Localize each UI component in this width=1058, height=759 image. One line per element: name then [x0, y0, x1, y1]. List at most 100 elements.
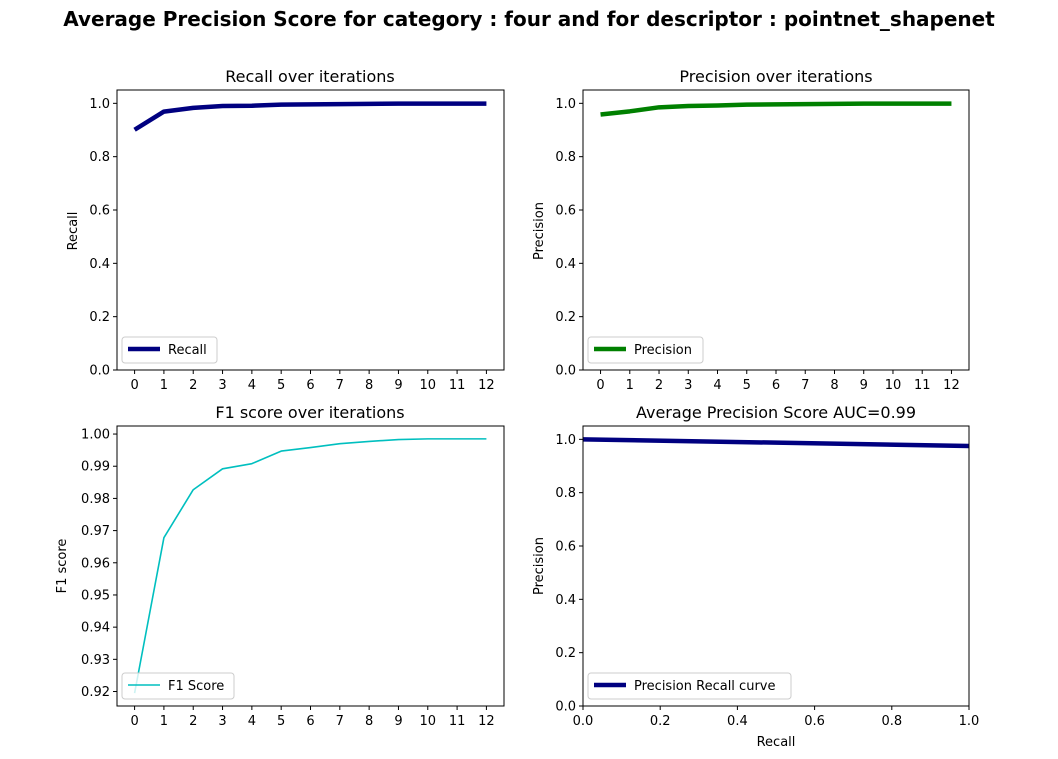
f1-series-line — [133, 438, 487, 694]
precision-ytick-label: 0.4 — [555, 257, 576, 272]
precision-ylabel: Precision — [532, 202, 547, 260]
f1-yticks: 0.92 0.93 0.94 0.95 0.96 0.97 0.98 0.99 1.00 — [81, 428, 117, 700]
recall-ytick-label: 0.8 — [89, 150, 110, 165]
pr-ytick-label: 0.6 — [555, 540, 576, 555]
f1-title: F1 score over iterations — [215, 403, 404, 422]
precision-ytick-label: 1.0 — [555, 97, 576, 112]
f1-xtick-label: 10 — [419, 714, 436, 729]
pr-xtick-label: 1.0 — [959, 714, 980, 729]
f1-xtick-label: 11 — [449, 714, 466, 729]
pr-series-line — [583, 437, 969, 449]
f1-legend-label: F1 Score — [168, 679, 224, 694]
f1-ytick-label: 0.98 — [81, 492, 110, 507]
precision-xtick-label: 2 — [655, 378, 663, 393]
precision-title: Precision over iterations — [679, 67, 872, 86]
recall-xticks: 0 1 2 3 4 5 6 7 8 9 10 11 12 — [130, 370, 495, 393]
pr-ytick-label: 0.2 — [555, 646, 576, 661]
recall-series — [133, 101, 487, 132]
recall-xtick-label: 10 — [419, 378, 436, 393]
precision-yticks: 0.0 0.2 0.4 0.6 0.8 1.0 — [555, 97, 583, 379]
f1-xtick-label: 7 — [336, 714, 344, 729]
figure-suptitle: Average Precision Score for category : f… — [63, 7, 995, 31]
precision-xtick-label: 10 — [885, 378, 902, 393]
recall-ytick-label: 0.4 — [89, 257, 110, 272]
precision-xtick-label: 12 — [943, 378, 960, 393]
f1-xtick-label: 2 — [189, 714, 197, 729]
precision-ytick-label: 0.8 — [555, 150, 576, 165]
precision-xtick-label: 5 — [743, 378, 751, 393]
pr-ytick-label: 1.0 — [555, 433, 576, 448]
precision-xtick-label: 11 — [914, 378, 931, 393]
f1-ytick-label: 0.96 — [81, 556, 110, 571]
pr-ytick-label: 0.4 — [555, 593, 576, 608]
recall-legend: Recall — [121, 336, 218, 364]
f1-ytick-label: 0.99 — [81, 460, 110, 475]
f1-legend-frame — [121, 672, 235, 700]
precision-xtick-label: 8 — [830, 378, 838, 393]
recall-ytick-label: 0.2 — [89, 310, 110, 325]
pr-xlabel: Recall — [757, 735, 796, 750]
pr-axes-frame — [582, 425, 970, 707]
pr-legend-frame — [587, 672, 792, 700]
pr-legend: Precision Recall curve — [587, 672, 792, 700]
f1-ytick-label: 1.00 — [81, 428, 110, 443]
recall-xtick-label: 3 — [218, 378, 226, 393]
f1-xtick-label: 5 — [277, 714, 285, 729]
f1-xtick-label: 3 — [218, 714, 226, 729]
f1-ylabel: F1 score — [55, 539, 70, 594]
pr-xtick-label: 0.8 — [881, 714, 902, 729]
recall-legend-frame — [121, 336, 218, 364]
recall-xtick-label: 9 — [394, 378, 402, 393]
f1-xticks: 0 1 2 3 4 5 6 7 8 9 10 11 12 — [130, 706, 495, 729]
recall-xtick-label: 1 — [160, 378, 168, 393]
f1-xtick-label: 8 — [365, 714, 373, 729]
recall-xtick-label: 0 — [130, 378, 138, 393]
f1-ytick-label: 0.94 — [81, 621, 110, 636]
recall-title: Recall over iterations — [225, 67, 395, 86]
f1-legend: F1 Score — [121, 672, 235, 700]
pr-ytick-label: 0.8 — [555, 486, 576, 501]
pr-legend-label: Precision Recall curve — [634, 679, 775, 694]
f1-xtick-label: 12 — [478, 714, 495, 729]
precision-xtick-label: 3 — [684, 378, 692, 393]
precision-ytick-label: 0.2 — [555, 310, 576, 325]
pr-xtick-label: 0.6 — [804, 714, 825, 729]
recall-ytick-label: 1.0 — [89, 97, 110, 112]
recall-xtick-label: 4 — [248, 378, 256, 393]
f1-xtick-label: 4 — [248, 714, 256, 729]
precision-xtick-label: 4 — [713, 378, 721, 393]
f1-ytick-label: 0.95 — [81, 588, 110, 603]
precision-xtick-label: 6 — [772, 378, 780, 393]
recall-yticks: 0.0 0.2 0.4 0.6 0.8 1.0 — [89, 97, 117, 379]
recall-ylabel: Recall — [66, 212, 81, 251]
f1-xtick-label: 1 — [160, 714, 168, 729]
pr-xtick-label: 0.2 — [650, 714, 671, 729]
pr-ytick-label: 0.0 — [555, 700, 576, 715]
precision-xtick-label: 9 — [860, 378, 868, 393]
recall-ytick-label: 0.0 — [89, 364, 110, 379]
precision-xtick-label: 1 — [626, 378, 634, 393]
precision-xtick-label: 0 — [596, 378, 604, 393]
f1-xtick-label: 0 — [130, 714, 138, 729]
f1-series — [133, 438, 487, 694]
precision-legend-label: Precision — [634, 343, 692, 358]
recall-legend-label: Recall — [168, 343, 207, 358]
pr-xticks: 0.0 0.2 0.4 0.6 0.8 1.0 — [573, 706, 980, 729]
precision-series-line — [600, 101, 952, 117]
precision-xtick-label: 7 — [801, 378, 809, 393]
recall-axes-frame — [116, 89, 505, 371]
f1-ytick-label: 0.92 — [81, 685, 110, 700]
f1-ytick-label: 0.93 — [81, 653, 110, 668]
pr-ylabel: Precision — [532, 537, 547, 595]
pr-series — [583, 437, 969, 449]
f1-xtick-label: 9 — [394, 714, 402, 729]
precision-axes-frame — [582, 89, 970, 371]
pr-title: Average Precision Score AUC=0.99 — [636, 403, 916, 422]
pr-panel: Average Precision Score AUC=0.99 Precisi… — [532, 403, 979, 750]
recall-ytick-label: 0.6 — [89, 204, 110, 219]
